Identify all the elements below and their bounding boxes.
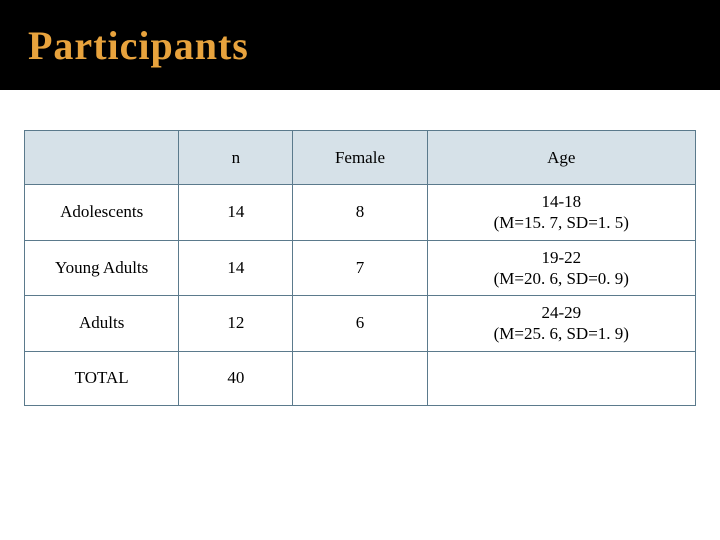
age-range: 19-22 [432, 247, 691, 268]
cell-n: 14 [179, 185, 293, 241]
page-title: Participants [28, 22, 249, 69]
row-label: TOTAL [25, 351, 179, 405]
age-stats: (M=15. 7, SD=1. 5) [432, 212, 691, 233]
cell-age: 19-22 (M=20. 6, SD=0. 9) [427, 240, 695, 296]
cell-female: 8 [293, 185, 427, 241]
cell-female [293, 351, 427, 405]
cell-female: 6 [293, 296, 427, 352]
table-row: Adults 12 6 24-29 (M=25. 6, SD=1. 9) [25, 296, 696, 352]
age-stats: (M=25. 6, SD=1. 9) [432, 323, 691, 344]
table-container: n Female Age Adolescents 14 8 14-18 (M=1… [0, 90, 720, 406]
header-female: Female [293, 131, 427, 185]
row-label: Young Adults [25, 240, 179, 296]
age-range: 24-29 [432, 302, 691, 323]
header-blank [25, 131, 179, 185]
age-range: 14-18 [432, 191, 691, 212]
header-age: Age [427, 131, 695, 185]
cell-age: 24-29 (M=25. 6, SD=1. 9) [427, 296, 695, 352]
cell-n: 14 [179, 240, 293, 296]
table-row: TOTAL 40 [25, 351, 696, 405]
row-label: Adolescents [25, 185, 179, 241]
cell-age: 14-18 (M=15. 7, SD=1. 5) [427, 185, 695, 241]
cell-n: 40 [179, 351, 293, 405]
cell-age [427, 351, 695, 405]
title-bar: Participants [0, 0, 720, 90]
age-stats: (M=20. 6, SD=0. 9) [432, 268, 691, 289]
cell-n: 12 [179, 296, 293, 352]
participants-table: n Female Age Adolescents 14 8 14-18 (M=1… [24, 130, 696, 406]
table-row: Young Adults 14 7 19-22 (M=20. 6, SD=0. … [25, 240, 696, 296]
header-n: n [179, 131, 293, 185]
cell-female: 7 [293, 240, 427, 296]
table-header-row: n Female Age [25, 131, 696, 185]
table-row: Adolescents 14 8 14-18 (M=15. 7, SD=1. 5… [25, 185, 696, 241]
row-label: Adults [25, 296, 179, 352]
